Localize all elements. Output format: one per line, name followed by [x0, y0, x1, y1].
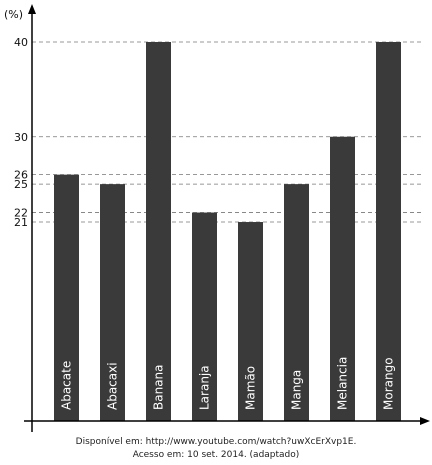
bar	[284, 184, 309, 421]
bar-label: Abacaxi	[106, 362, 120, 410]
bars: Abacate Abacaxi Banana Laranja Mamão Manga Mel…	[54, 42, 401, 421]
bar	[146, 42, 171, 421]
y-tick-label: 21	[14, 216, 28, 229]
bar-label: Morango	[382, 357, 396, 410]
bar-label: Laranja	[198, 365, 212, 410]
source-line-2: Acesso em: 10 set. 2014. (adaptado)	[132, 450, 300, 460]
bar	[100, 184, 125, 421]
y-tick-label: 26	[14, 169, 28, 182]
bar-label: Manga	[290, 370, 304, 410]
y-axis-label: (%)	[4, 8, 23, 21]
bar	[238, 222, 263, 421]
bar	[192, 212, 217, 421]
bar-label: Abacate	[60, 361, 74, 410]
y-axis-arrow	[28, 4, 36, 14]
bar-label: Banana	[152, 364, 166, 410]
grid-lines	[32, 41, 424, 223]
y-tick-label: 22	[14, 207, 28, 220]
bar	[54, 174, 79, 421]
bar-label: Mamão	[244, 366, 258, 410]
x-axis-arrow	[420, 417, 430, 425]
source-line-1: Disponível em: http://www.youtube.com/wa…	[75, 437, 357, 447]
bar-label: Melancia	[336, 357, 350, 410]
y-tick-label: 30	[14, 131, 28, 144]
y-tick-label: 25	[14, 178, 28, 191]
y-tick-label: 40	[14, 36, 28, 49]
bar	[376, 42, 401, 421]
bar-chart: (%) Abacate Abacaxi Banana Laranja Mamão Mang…	[4, 4, 430, 432]
bar	[330, 136, 355, 421]
